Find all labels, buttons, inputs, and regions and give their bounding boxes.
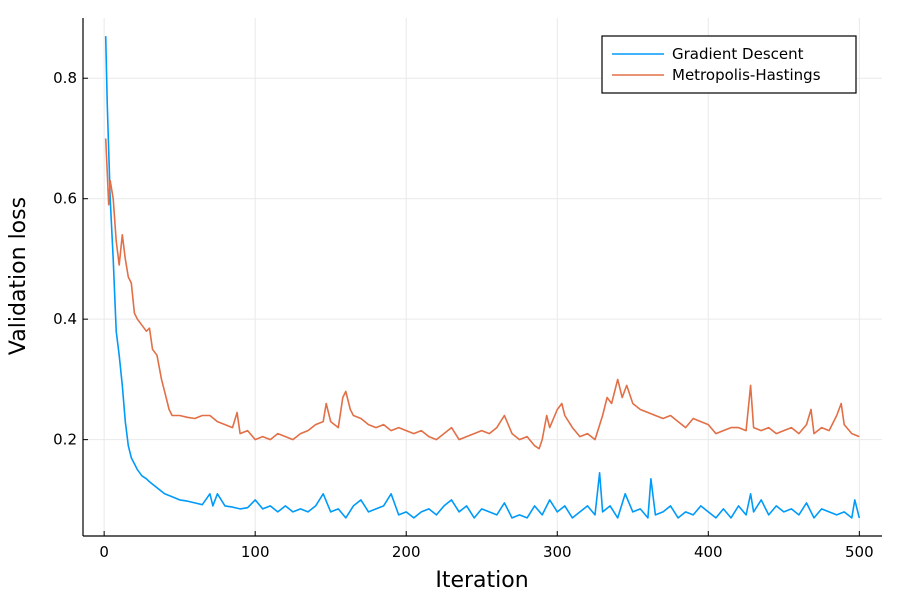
y-tick-label: 0.8 <box>53 69 77 87</box>
y-axis-title: Validation loss <box>6 197 31 355</box>
legend: Gradient Descent Metropolis-Hastings <box>601 35 857 94</box>
series-line-metropolis-hastings <box>104 138 860 450</box>
legend-label-metropolis-hastings: Metropolis-Hastings <box>672 66 821 84</box>
legend-box <box>601 35 857 94</box>
x-tick-label: 200 <box>392 543 421 561</box>
y-tick-label: 0.2 <box>53 431 77 449</box>
y-tick-label: 0.4 <box>53 310 77 328</box>
x-tick-label: 500 <box>845 543 874 561</box>
x-axis-title: Iteration <box>435 568 528 593</box>
x-tick-label: 300 <box>543 543 572 561</box>
axes <box>82 18 882 537</box>
series-line-gradient-descent <box>104 36 861 519</box>
x-tick-label: 100 <box>241 543 270 561</box>
grid <box>83 18 882 536</box>
series-layer <box>104 36 861 519</box>
x-tick-label: 400 <box>694 543 723 561</box>
x-tick-label: 0 <box>99 543 109 561</box>
legend-label-gradient-descent: Gradient Descent <box>672 45 804 63</box>
y-tick-label: 0.6 <box>53 190 77 208</box>
tick-labels: 0 100 200 300 400 500 0.2 0.4 0.6 0.8 <box>53 69 874 561</box>
